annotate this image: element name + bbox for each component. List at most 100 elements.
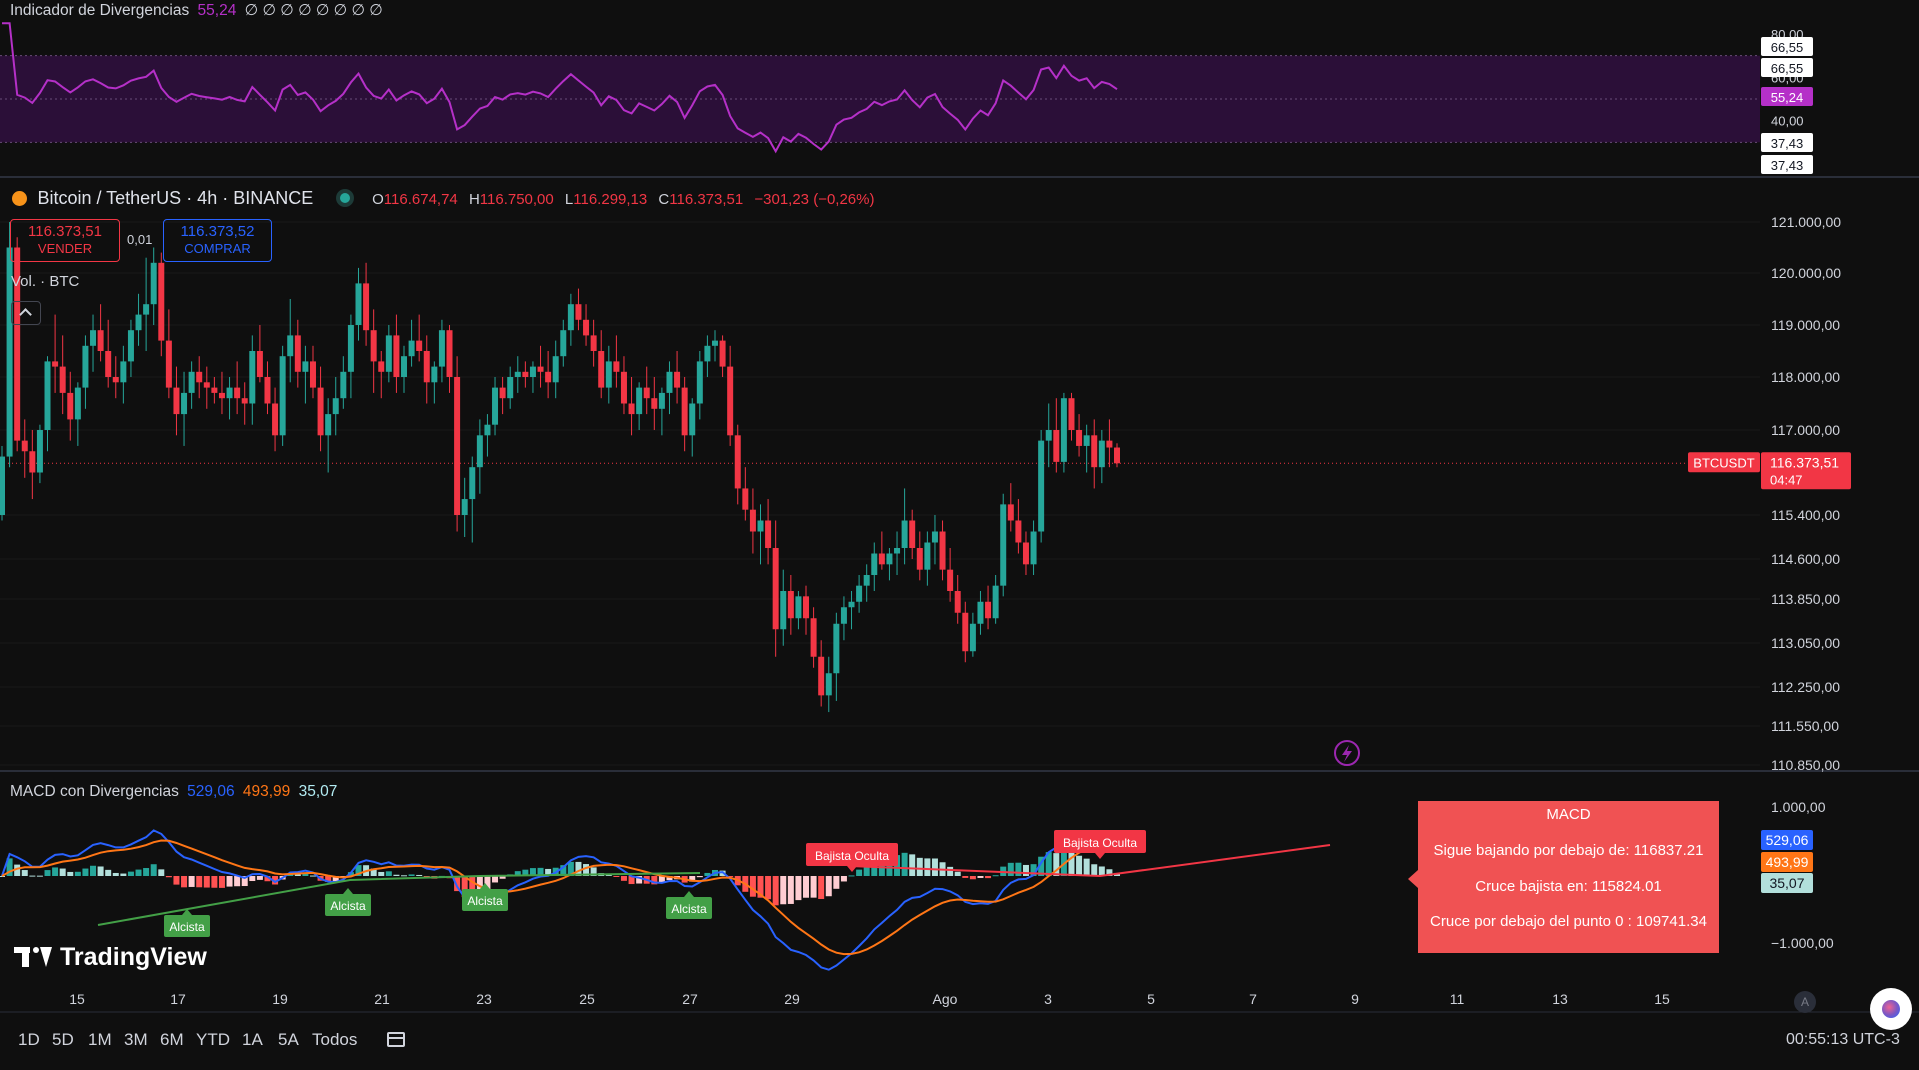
candle-body[interactable] [560,330,567,357]
symbol-name[interactable]: Bitcoin / TetherUS · 4h · BINANCE [37,188,314,208]
candle-body[interactable] [226,387,233,399]
candle-body[interactable] [810,618,817,657]
candle-body[interactable] [211,387,218,393]
candle-body[interactable] [370,330,377,362]
date-range-button[interactable] [385,1029,409,1051]
candle-body[interactable] [605,361,612,388]
candle-body[interactable] [916,548,923,570]
candle-body[interactable] [127,330,134,362]
candle-body[interactable] [696,361,703,404]
candle-body[interactable] [719,340,726,367]
candle-body[interactable] [1015,520,1022,543]
candle-body[interactable] [1098,440,1105,468]
candle-body[interactable] [74,387,81,420]
candle-body[interactable] [272,403,279,436]
candle-body[interactable] [0,456,5,515]
candle-body[interactable] [583,319,590,336]
candle-body[interactable] [643,387,650,399]
candle-body[interactable] [438,330,445,367]
candle-body[interactable] [67,392,74,420]
candle-body[interactable] [188,371,195,393]
candle-body[interactable] [613,361,620,372]
candle-body[interactable] [780,591,787,630]
candle-body[interactable] [408,340,415,357]
candle-body[interactable] [636,387,643,415]
brain-icon[interactable] [1870,988,1912,1030]
timeframe-button-ytd[interactable]: YTD [196,1030,230,1049]
candle-body[interactable] [461,499,468,515]
candle-body[interactable] [658,392,665,409]
candle-body[interactable] [401,356,408,377]
candle-body[interactable] [21,440,28,452]
candle-body[interactable] [14,247,21,441]
candle-body[interactable] [742,488,749,510]
timeframe-button-todos[interactable]: Todos [312,1030,358,1049]
auto-scale-button[interactable]: A [1794,991,1816,1013]
timeframe-button-5d[interactable]: 5D [52,1030,74,1049]
candle-body[interactable] [803,596,810,619]
candle-body[interactable] [924,542,931,570]
candle-body[interactable] [347,325,354,372]
candle-body[interactable] [552,356,559,383]
candle-body[interactable] [689,403,696,436]
candle-body[interactable] [507,377,514,399]
candle-body[interactable] [105,351,112,377]
candle-body[interactable] [309,361,316,388]
candle-body[interactable] [1045,430,1052,441]
timeframe-button-1d[interactable]: 1D [18,1030,40,1049]
candle-body[interactable] [1113,447,1120,464]
candle-body[interactable] [909,520,916,549]
candle-body[interactable] [886,553,893,565]
candle-body[interactable] [529,366,536,377]
candle-body[interactable] [1091,435,1098,468]
candle-body[interactable] [469,467,476,500]
candle-body[interactable] [666,371,673,393]
candle-body[interactable] [492,387,499,425]
candle-body[interactable] [1106,440,1113,448]
candle-body[interactable] [241,398,248,404]
candle-body[interactable] [787,591,794,619]
timeframe-button-1a[interactable]: 1A [242,1030,263,1049]
candle-body[interactable] [378,361,385,372]
candle-body[interactable] [840,607,847,624]
candle-body[interactable] [757,520,764,532]
candle-body[interactable] [856,585,863,602]
candle-body[interactable] [620,371,627,404]
candle-body[interactable] [59,366,66,393]
candle-body[interactable] [287,335,294,357]
lightning-icon[interactable] [1334,740,1360,766]
candle-body[interactable] [423,351,430,383]
candle-body[interactable] [264,377,271,404]
candle-body[interactable] [863,575,870,586]
candle-body[interactable] [454,377,461,515]
candle-body[interactable] [143,304,150,315]
candle-body[interactable] [1053,430,1060,462]
candle-body[interactable] [894,548,901,554]
candle-body[interactable] [825,673,832,696]
candle-body[interactable] [120,361,127,383]
timeframe-button-6m[interactable]: 6M [160,1030,184,1049]
candle-body[interactable] [416,340,423,351]
candle-body[interactable] [393,335,400,377]
candle-body[interactable] [135,314,142,331]
candle-body[interactable] [82,345,89,388]
sell-button[interactable]: 116.373,51 VENDER [10,219,120,262]
candle-body[interactable] [499,387,506,399]
candle-body[interactable] [1022,542,1029,565]
candle-body[interactable] [681,387,688,436]
candle-body[interactable] [931,531,938,543]
candle-body[interactable] [52,361,59,367]
candle-body[interactable] [947,569,954,591]
candle-body[interactable] [514,371,521,377]
candle-body[interactable] [112,377,119,383]
candle-body[interactable] [522,371,529,377]
candle-body[interactable] [1083,435,1090,446]
candle-body[interactable] [962,612,969,652]
candle-body[interactable] [332,398,339,415]
candle-body[interactable] [1038,440,1045,532]
candle-body[interactable] [734,435,741,489]
candle-body[interactable] [249,351,256,404]
candle-body[interactable] [704,345,711,362]
candle-body[interactable] [203,382,210,388]
candle-body[interactable] [150,262,157,305]
